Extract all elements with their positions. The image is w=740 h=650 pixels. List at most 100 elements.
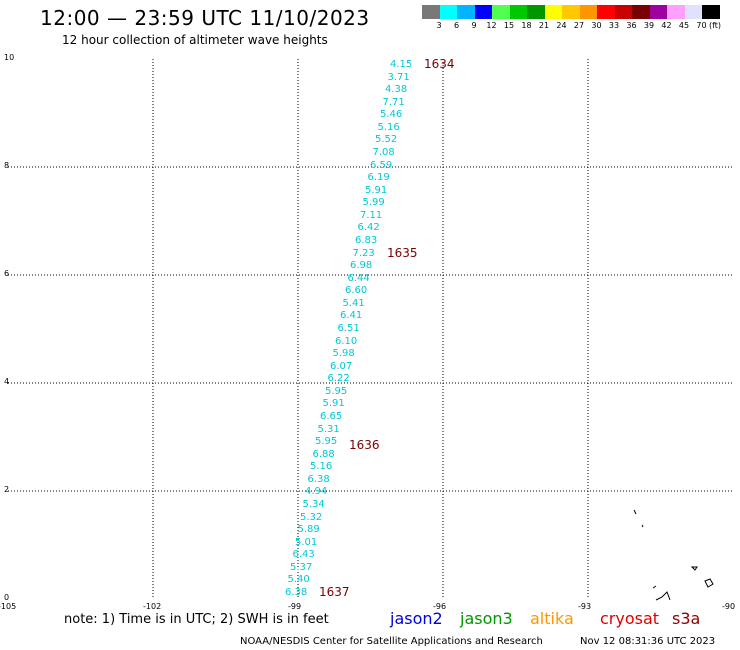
wave-height-label: 5.99 xyxy=(362,197,385,209)
wave-height-label: 5.34 xyxy=(302,499,325,510)
wave-height-label: 4.94 xyxy=(305,486,328,498)
scale-label: 15 xyxy=(503,21,515,30)
wave-height-label: 5.16 xyxy=(310,461,333,473)
wave-height-label: 6.59 xyxy=(370,159,393,171)
footer-center: NOAA/NESDIS Center for Satellite Applica… xyxy=(240,636,543,647)
wave-height-label: 5.16 xyxy=(377,121,400,133)
scale-swatch xyxy=(509,5,527,19)
footer-timestamp: Nov 12 08:31:36 UTC 2023 xyxy=(580,636,716,647)
x-tick-label: -102 xyxy=(143,602,162,611)
scale-label: 39 xyxy=(643,21,655,30)
satellite-jason3: jason3 xyxy=(460,609,513,628)
scale-label: 9 xyxy=(471,21,477,30)
y-tick-label: 2 xyxy=(4,485,10,494)
wave-height-label: 6.19 xyxy=(367,172,390,184)
island-outline xyxy=(652,585,657,589)
wave-height-label: 5.91 xyxy=(365,184,388,196)
wave-height-label: 5.46 xyxy=(380,109,403,121)
wave-height-label: 5.91 xyxy=(322,398,345,410)
scale-swatch xyxy=(562,5,580,19)
y-tick-label: 0 xyxy=(4,593,10,602)
wave-height-label: 6.10 xyxy=(335,335,358,347)
scale-swatch xyxy=(667,5,685,19)
scale-swatch xyxy=(614,5,632,19)
wave-height-label: 6.65 xyxy=(320,411,343,422)
x-tick-label: -99 xyxy=(288,602,302,611)
wave-height-label: 7.11 xyxy=(360,209,383,221)
y-tick-label: 6 xyxy=(4,269,10,278)
scale-swatch xyxy=(439,5,457,19)
scale-swatch xyxy=(684,5,702,19)
scale-swatch xyxy=(702,5,720,19)
wave-height-label: 5.37 xyxy=(290,561,313,573)
wave-height-label: 6.44 xyxy=(347,272,370,284)
footer-note: note: 1) Time is in UTC; 2) SWH is in fe… xyxy=(64,612,329,627)
wave-height-label: 3.71 xyxy=(387,71,410,83)
y-tick-label: 10 xyxy=(4,53,15,62)
scale-swatch xyxy=(527,5,545,19)
wave-height-label: 6.83 xyxy=(355,235,378,246)
x-tick-label: -90 xyxy=(722,602,736,611)
scale-swatch xyxy=(632,5,650,19)
wave-height-label: 6.98 xyxy=(350,260,373,272)
y-tick-label: 4 xyxy=(4,377,10,386)
wave-height-label: 6.42 xyxy=(357,222,380,234)
scale-label: 21 xyxy=(538,21,550,30)
scale-swatch xyxy=(474,5,492,19)
map-grid xyxy=(8,59,732,599)
scale-label: 33 xyxy=(608,21,620,30)
wave-height-label: 5.01 xyxy=(295,536,318,548)
map-title: 12:00 — 23:59 UTC 11/10/2023 xyxy=(40,6,370,30)
wave-height-label: 6.51 xyxy=(337,323,360,334)
wave-height-label: 4.15 xyxy=(390,59,413,70)
wave-height-label: 4.38 xyxy=(385,84,408,96)
wave-height-label: 5.95 xyxy=(315,436,338,448)
satellite-s3a: s3a xyxy=(672,609,701,628)
scale-swatch xyxy=(457,5,475,19)
pass-label: 1636 xyxy=(349,438,380,452)
scale-label: 36 xyxy=(626,21,637,30)
scale-label: 70 xyxy=(696,21,707,30)
satellite-cryosat: cryosat xyxy=(600,609,660,628)
wave-height-label: 7.23 xyxy=(352,247,375,259)
y-tick-label: 8 xyxy=(4,161,10,170)
scale-label: 45 xyxy=(678,21,690,30)
scale-swatch xyxy=(492,5,510,19)
scale-swatch xyxy=(597,5,615,19)
wave-height-label: 5.41 xyxy=(342,297,365,309)
wave-height-label: 6.88 xyxy=(312,448,335,460)
island-outline xyxy=(655,591,671,601)
satellite-altika: altika xyxy=(530,609,574,628)
wave-height-label: 6.38 xyxy=(285,587,308,598)
scale-swatch xyxy=(579,5,597,19)
color-scale-labels: 3 6 9 12 15 18 21 24 27 30 33 36 39 42 45 70 (ft) xyxy=(422,21,740,33)
scale-label: 3 xyxy=(436,21,442,30)
wave-height-label: 5.40 xyxy=(287,574,310,586)
pass-label: 1637 xyxy=(319,585,350,599)
scale-label: 30 xyxy=(591,21,602,30)
wave-height-label: 7.08 xyxy=(372,147,395,158)
wave-height-label: 6.38 xyxy=(307,473,330,485)
island-outline xyxy=(633,509,637,515)
satellite-jason2: jason2 xyxy=(390,609,443,628)
island-outlines xyxy=(633,509,714,601)
wave-height-label: 7.71 xyxy=(382,96,405,108)
color-scale xyxy=(422,5,720,19)
scale-label: 27 xyxy=(573,21,585,30)
scale-unit: (ft) xyxy=(708,21,722,30)
island-outline xyxy=(690,566,698,571)
wave-height-label: 6.43 xyxy=(292,549,315,561)
x-tick-label: -93 xyxy=(578,602,592,611)
wave-height-label: 5.95 xyxy=(325,385,348,397)
wave-height-label: 5.31 xyxy=(317,423,340,435)
island-outline xyxy=(641,524,644,528)
scale-swatch xyxy=(544,5,562,19)
wave-height-label: 5.32 xyxy=(300,511,323,523)
scale-label: 12 xyxy=(486,21,497,30)
scale-label: 24 xyxy=(556,21,567,30)
pass-label: 1634 xyxy=(424,57,455,71)
wave-height-label: 6.60 xyxy=(345,285,368,297)
map-subtitle: 12 hour collection of altimeter wave hei… xyxy=(62,33,328,47)
pass-label: 1635 xyxy=(387,246,418,260)
